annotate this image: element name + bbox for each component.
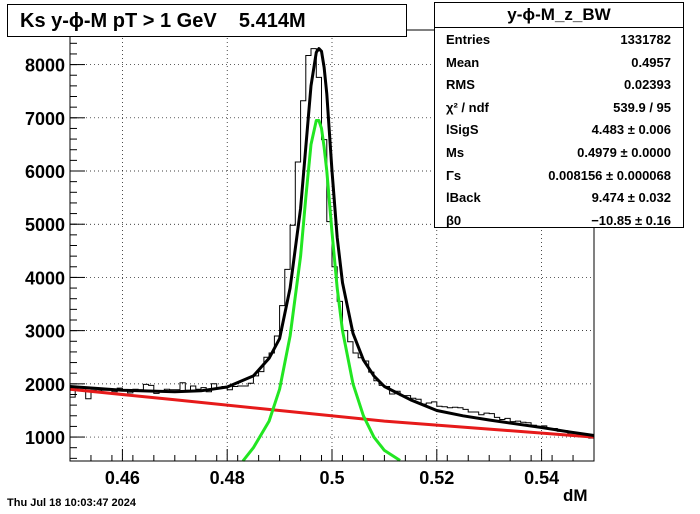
title-box: Ks y-ϕ-M pT > 1 GeV 5.414M	[7, 4, 407, 37]
stats-value: 0.008156 ± 0.000068	[548, 167, 671, 183]
stats-label: Entries	[446, 32, 491, 47]
stats-value: 4.483 ± 0.006	[591, 122, 671, 138]
stats-row: Entries 1331782	[435, 28, 683, 51]
x-axis-label: dM	[563, 486, 588, 505]
x-tick-label: 0.54	[524, 468, 559, 488]
y-tick-label: 1000	[25, 428, 65, 448]
background-curve	[69, 387, 595, 439]
stats-row: Mean 0.4957	[435, 51, 683, 74]
y-tick-label: 6000	[25, 162, 65, 182]
stats-value: 9.474 ± 0.032	[591, 190, 671, 206]
stats-value: 0.4957	[631, 54, 671, 70]
chart-title: Ks y-ϕ-M pT > 1 GeV 5.414M	[20, 10, 306, 32]
signal-curve	[241, 119, 401, 462]
stats-label: β0	[446, 212, 462, 228]
stats-value: 0.02393	[624, 77, 671, 93]
stats-label: lSigS	[446, 122, 479, 138]
y-tick-label: 7000	[25, 109, 65, 129]
x-tick-label: 0.46	[105, 468, 140, 488]
stats-label: RMS	[446, 77, 475, 93]
y-tick-label: 3000	[25, 322, 65, 342]
stats-row: χ² / ndf 539.9 / 95	[435, 96, 683, 119]
stats-value: 0.4979 ± 0.0000	[577, 144, 671, 160]
x-tick-label: 0.52	[419, 468, 454, 488]
axis-ticks: 0.46 0.48 0.5 0.52 0.54 1000 2000 3000 4000 5000 6…	[25, 32, 595, 488]
stats-box: y-ϕ-M_z_BW Entries 1331782 Mean 0.4957 RMS 0.…	[434, 2, 684, 228]
stats-row: lBack 9.474 ± 0.032	[435, 186, 683, 209]
y-tick-label: 5000	[25, 215, 65, 235]
stats-value: 1331782	[620, 32, 671, 47]
stats-rows: Entries 1331782 Mean 0.4957 RMS 0.02393 χ² / n…	[435, 28, 683, 231]
series-layer	[69, 47, 595, 462]
stats-label: Mean	[446, 54, 480, 70]
stats-label: Γs	[446, 167, 462, 183]
stats-label: Ms	[446, 144, 465, 160]
stats-row: Γs 0.008156 ± 0.000068	[435, 164, 683, 187]
fit-curve	[69, 47, 595, 437]
y-tick-label: 4000	[25, 268, 65, 288]
stats-value: 539.9 / 95	[613, 99, 671, 115]
stats-label: χ² / ndf	[446, 99, 489, 115]
stats-row: β0 −10.85 ± 0.16	[435, 209, 683, 232]
y-tick-label: 2000	[25, 375, 65, 395]
x-tick-label: 0.48	[210, 468, 245, 488]
stats-row: RMS 0.02393	[435, 73, 683, 96]
y-tick-label: 8000	[25, 56, 65, 76]
stats-label: lBack	[446, 190, 481, 206]
timestamp: Thu Jul 18 10:03:47 2024	[7, 497, 137, 509]
stats-row: Ms 0.4979 ± 0.0000	[435, 141, 683, 164]
stats-value: −10.85 ± 0.16	[591, 212, 671, 228]
stats-title: y-ϕ-M_z_BW	[435, 3, 683, 28]
stats-row: lSigS 4.483 ± 0.006	[435, 118, 683, 141]
x-tick-label: 0.5	[319, 468, 344, 488]
